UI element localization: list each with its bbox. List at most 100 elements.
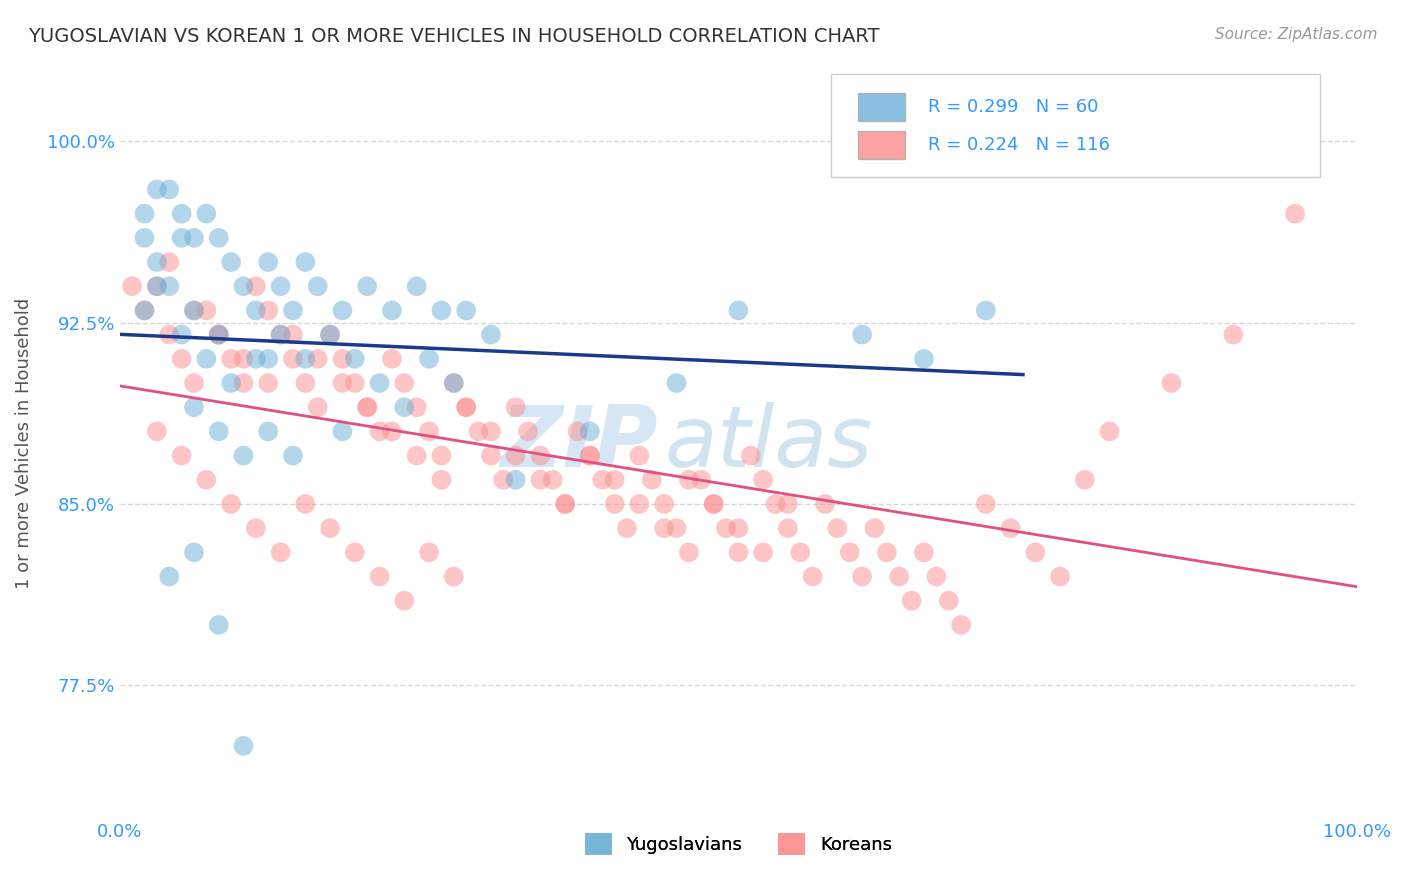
- Point: [554, 497, 576, 511]
- Point: [900, 593, 922, 607]
- Point: [479, 425, 502, 439]
- Point: [405, 401, 427, 415]
- Point: [381, 303, 404, 318]
- Point: [394, 376, 416, 390]
- Point: [257, 376, 280, 390]
- Point: [616, 521, 638, 535]
- Text: R = 0.224   N = 116: R = 0.224 N = 116: [928, 136, 1109, 154]
- Point: [134, 207, 156, 221]
- Point: [281, 327, 304, 342]
- Point: [641, 473, 664, 487]
- Text: ZIP: ZIP: [501, 402, 658, 485]
- Point: [208, 231, 231, 245]
- Point: [505, 473, 527, 487]
- Point: [332, 425, 354, 439]
- Point: [343, 545, 366, 559]
- Point: [121, 279, 143, 293]
- Point: [479, 327, 502, 342]
- Point: [219, 351, 242, 366]
- Point: [652, 521, 675, 535]
- Point: [517, 425, 540, 439]
- Point: [579, 449, 602, 463]
- Point: [219, 376, 242, 390]
- Point: [134, 231, 156, 245]
- Point: [183, 545, 205, 559]
- Point: [270, 545, 292, 559]
- Point: [356, 279, 378, 293]
- Point: [257, 351, 280, 366]
- Point: [801, 569, 824, 583]
- Point: [319, 327, 342, 342]
- Point: [541, 473, 564, 487]
- Text: Source: ZipAtlas.com: Source: ZipAtlas.com: [1215, 27, 1378, 42]
- Point: [394, 593, 416, 607]
- Point: [281, 303, 304, 318]
- Point: [232, 351, 254, 366]
- FancyBboxPatch shape: [831, 74, 1320, 178]
- Point: [912, 545, 935, 559]
- Point: [505, 401, 527, 415]
- Point: [1222, 327, 1244, 342]
- Point: [157, 569, 180, 583]
- Point: [456, 401, 478, 415]
- Point: [579, 449, 602, 463]
- Point: [529, 449, 551, 463]
- Point: [678, 473, 700, 487]
- Text: YUGOSLAVIAN VS KOREAN 1 OR MORE VEHICLES IN HOUSEHOLD CORRELATION CHART: YUGOSLAVIAN VS KOREAN 1 OR MORE VEHICLES…: [28, 27, 880, 45]
- Point: [170, 351, 193, 366]
- Point: [628, 497, 651, 511]
- Point: [245, 351, 267, 366]
- Point: [270, 327, 292, 342]
- Point: [1000, 521, 1022, 535]
- Point: [889, 569, 911, 583]
- Point: [974, 497, 997, 511]
- Point: [418, 351, 440, 366]
- Point: [146, 279, 169, 293]
- Point: [368, 569, 391, 583]
- Point: [665, 521, 688, 535]
- Point: [319, 521, 342, 535]
- Point: [505, 449, 527, 463]
- Point: [554, 497, 576, 511]
- Point: [678, 545, 700, 559]
- Point: [703, 497, 725, 511]
- Point: [703, 497, 725, 511]
- Point: [851, 569, 873, 583]
- Point: [591, 473, 613, 487]
- Point: [195, 473, 218, 487]
- Point: [405, 449, 427, 463]
- Text: atlas: atlas: [664, 402, 872, 485]
- Point: [170, 231, 193, 245]
- Point: [183, 376, 205, 390]
- Point: [219, 255, 242, 269]
- Point: [208, 327, 231, 342]
- Point: [1160, 376, 1182, 390]
- Point: [245, 279, 267, 293]
- Point: [257, 255, 280, 269]
- Point: [134, 303, 156, 318]
- Point: [925, 569, 948, 583]
- Point: [1098, 425, 1121, 439]
- Point: [170, 449, 193, 463]
- Point: [603, 497, 626, 511]
- Point: [294, 255, 316, 269]
- Point: [208, 327, 231, 342]
- Y-axis label: 1 or more Vehicles in Household: 1 or more Vehicles in Household: [15, 298, 32, 589]
- Point: [430, 449, 453, 463]
- Point: [1049, 569, 1071, 583]
- Point: [443, 376, 465, 390]
- Point: [628, 449, 651, 463]
- Point: [752, 545, 775, 559]
- Point: [443, 376, 465, 390]
- Point: [281, 449, 304, 463]
- Point: [257, 425, 280, 439]
- Legend: Yugoslavians, Koreans: Yugoslavians, Koreans: [578, 825, 898, 862]
- Point: [479, 449, 502, 463]
- Point: [938, 593, 960, 607]
- Point: [232, 376, 254, 390]
- Point: [776, 521, 799, 535]
- Point: [356, 401, 378, 415]
- Point: [356, 401, 378, 415]
- Point: [343, 376, 366, 390]
- Point: [146, 182, 169, 196]
